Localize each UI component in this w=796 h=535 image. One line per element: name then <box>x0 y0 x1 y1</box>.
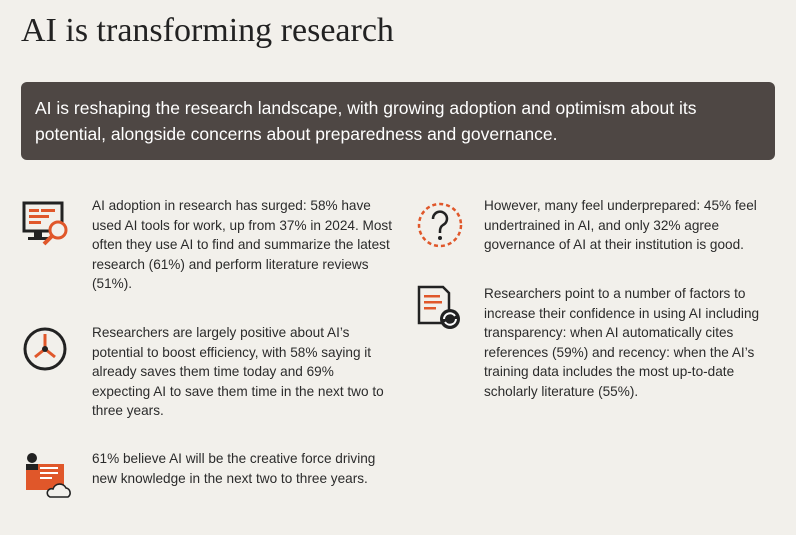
finding-text: Researchers are largely positive about A… <box>92 325 384 418</box>
title: AI is transforming research <box>21 12 394 49</box>
icon-monitor-search <box>22 201 68 246</box>
icon-clock <box>23 327 67 371</box>
banner-text: AI is reshaping the research landscape, … <box>35 98 697 144</box>
finding-text: AI adoption in research has surged: 58% … <box>92 198 392 291</box>
icon-question <box>417 202 463 248</box>
finding-text: 61% believe AI will be the creative forc… <box>92 451 376 486</box>
banner: AI is reshaping the research landscape, … <box>21 82 775 160</box>
icon-person-cloud <box>26 453 71 498</box>
finding-text: Researchers point to a number of factors… <box>484 286 760 399</box>
icon-document-refresh <box>417 285 460 329</box>
finding-text: However, many feel underprepared: 45% fe… <box>484 198 757 252</box>
